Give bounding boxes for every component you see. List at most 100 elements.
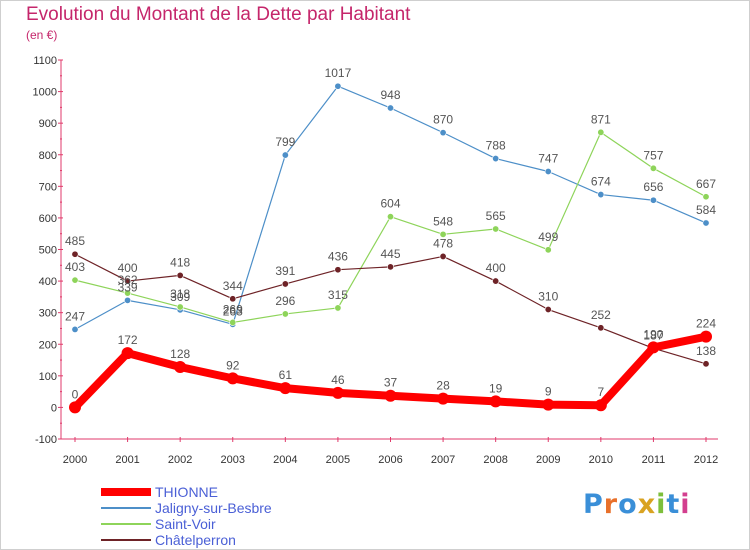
x-tick-label: 2009	[536, 454, 560, 466]
y-tick-label: 700	[39, 181, 57, 193]
data-point	[439, 252, 447, 260]
data-point	[489, 395, 502, 408]
data-label: 565	[486, 209, 506, 223]
data-label: 92	[226, 358, 240, 372]
data-label: 757	[643, 148, 663, 162]
data-point	[331, 386, 344, 399]
data-label: 948	[380, 88, 400, 102]
data-label: 224	[696, 317, 716, 331]
logo-letter: i	[680, 489, 691, 520]
data-label: 128	[170, 347, 190, 361]
x-tick-label: 2004	[273, 454, 297, 466]
data-point	[281, 280, 289, 288]
data-point	[176, 303, 184, 311]
data-label: 339	[118, 280, 138, 294]
data-label: 604	[380, 197, 400, 211]
data-point	[544, 167, 552, 175]
data-label: 403	[65, 260, 85, 274]
data-point	[229, 295, 237, 303]
data-label: 674	[591, 175, 611, 189]
data-label: 362	[118, 273, 138, 287]
legend-label: THIONNE	[155, 484, 218, 500]
data-label: 263	[223, 304, 243, 318]
data-label: 400	[486, 261, 506, 275]
y-tick-label: 1100	[33, 55, 57, 67]
data-label: 247	[65, 309, 85, 323]
data-label: 190	[643, 327, 663, 341]
data-point	[544, 306, 552, 314]
data-point	[124, 296, 132, 304]
logo-letter: r	[603, 489, 619, 520]
data-label: 315	[328, 288, 348, 302]
y-tick-label: 600	[39, 213, 57, 225]
y-tick-label: 900	[39, 118, 57, 130]
data-label: 799	[275, 135, 295, 149]
y-tick-label: 300	[39, 308, 57, 320]
data-point	[174, 360, 187, 373]
data-point	[334, 82, 342, 90]
logo-letter: i	[656, 489, 667, 520]
x-tick-label: 2011	[642, 454, 666, 466]
data-point	[386, 263, 394, 271]
x-tick-label: 2001	[115, 454, 139, 466]
data-point	[492, 277, 500, 285]
data-point	[334, 266, 342, 274]
data-point	[647, 341, 660, 354]
data-point	[229, 318, 237, 326]
data-label: 309	[170, 290, 190, 304]
data-point	[71, 276, 79, 284]
x-tick-label: 2006	[378, 454, 402, 466]
data-point	[71, 250, 79, 258]
data-label: 788	[486, 139, 506, 153]
data-point	[124, 277, 132, 285]
data-label: 252	[591, 308, 611, 322]
legend-label: Jaligny-sur-Besbre	[155, 500, 272, 516]
logo-letter: o	[618, 489, 638, 520]
data-label: 871	[591, 112, 611, 126]
chart-title: Evolution du Montant de la Dette par Hab…	[26, 4, 411, 25]
data-label: 138	[696, 344, 716, 358]
data-point	[439, 129, 447, 137]
x-tick-label: 2007	[431, 454, 455, 466]
x-tick-label: 2012	[694, 454, 718, 466]
data-label: 9	[545, 385, 552, 399]
data-point	[492, 225, 500, 233]
legend-label: Châtelperron	[155, 532, 236, 548]
y-tick-label: 500	[39, 245, 57, 257]
data-label: 187	[643, 328, 663, 342]
data-label: 61	[279, 368, 293, 382]
y-tick-label: 200	[39, 339, 57, 351]
data-label: 870	[433, 113, 453, 127]
data-point	[334, 304, 342, 312]
data-point	[69, 401, 81, 414]
data-label: 667	[696, 177, 716, 191]
data-label: 172	[118, 333, 138, 347]
data-label: 0	[72, 387, 79, 401]
data-label: 37	[384, 376, 398, 390]
data-label: 548	[433, 214, 453, 228]
y-tick-label: -100	[35, 434, 57, 446]
proxiti-logo: Proxiti	[583, 489, 691, 520]
data-point	[386, 213, 394, 221]
data-point	[176, 271, 184, 279]
data-point	[124, 289, 132, 297]
data-point	[702, 193, 710, 201]
data-label: 436	[328, 250, 348, 264]
x-tick-label: 2010	[589, 454, 613, 466]
data-label: 747	[538, 151, 558, 165]
data-label: 1017	[325, 66, 352, 80]
data-point	[437, 392, 450, 405]
data-point	[492, 155, 500, 163]
y-tick-label: 800	[39, 150, 57, 162]
data-point	[279, 382, 292, 395]
x-tick-label: 2003	[221, 454, 245, 466]
data-point	[384, 389, 397, 402]
data-point	[544, 246, 552, 254]
data-label: 656	[643, 180, 663, 194]
data-label: 584	[696, 203, 716, 217]
data-point	[281, 151, 289, 159]
data-point	[281, 310, 289, 318]
data-point	[597, 191, 605, 199]
